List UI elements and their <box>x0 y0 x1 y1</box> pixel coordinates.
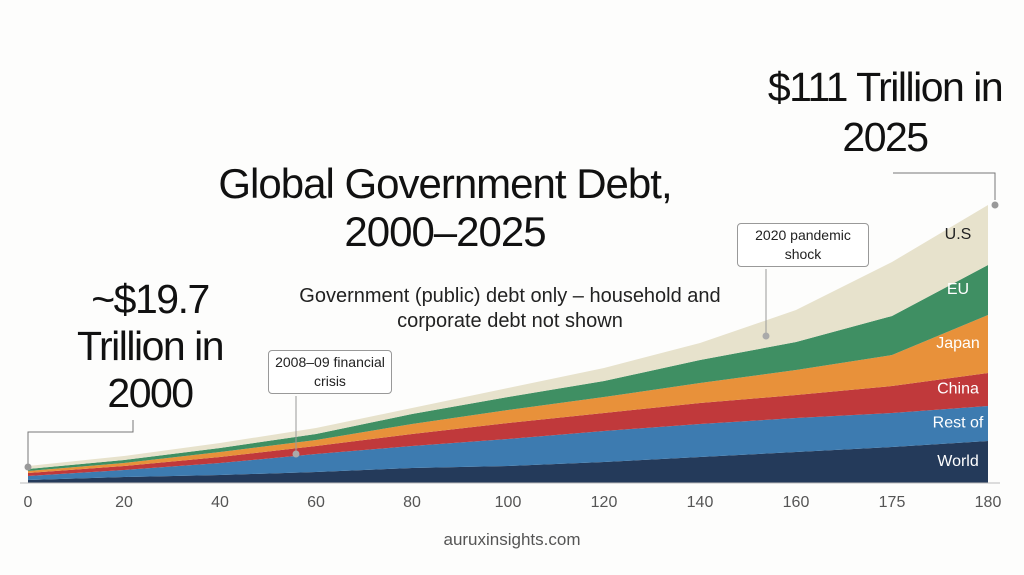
marker-dot <box>762 332 770 340</box>
area <box>28 406 988 480</box>
x-tick-label: 80 <box>403 494 421 511</box>
marker-dot <box>292 450 300 458</box>
x-tick-label: 120 <box>591 494 618 511</box>
chart-title: Global Government Debt, 2000–2025 <box>218 160 672 255</box>
source: auruxinsights.com <box>443 530 581 549</box>
leader <box>893 172 996 200</box>
marker-dot <box>991 201 999 209</box>
annotation-box: 2008–09 financial crisis <box>268 350 392 394</box>
area <box>28 315 988 473</box>
series-label: Japan <box>936 335 980 352</box>
x-tick-label: 40 <box>211 494 229 511</box>
leader <box>27 420 134 466</box>
x-tick-label: 0 <box>24 494 33 511</box>
x-tick-label: 140 <box>687 494 714 511</box>
annotation: $111 Trillion in 2025 <box>767 64 1004 160</box>
series-label: China <box>937 381 979 398</box>
x-tick-label: 20 <box>115 494 133 511</box>
area <box>28 441 988 483</box>
subtitle: Government (public) debt only – househol… <box>299 285 721 332</box>
annotation: ~$19.7 Trillion in 2000 <box>76 276 225 416</box>
x-tick-label: 60 <box>307 494 325 511</box>
x-tick-label: 160 <box>783 494 810 511</box>
series-label: EU <box>947 281 969 298</box>
series-label: U.S <box>945 226 972 243</box>
x-tick-label: 175 <box>879 494 906 511</box>
area <box>28 205 988 469</box>
series-label: Rest of <box>933 415 984 432</box>
annotation-box: 2020 pandemic shock <box>737 223 869 267</box>
area <box>28 265 988 471</box>
area <box>28 373 988 476</box>
series-label: World <box>937 453 979 470</box>
x-tick-label: 180 <box>975 494 1002 511</box>
x-tick-label: 100 <box>495 494 522 511</box>
marker-dot <box>24 463 32 471</box>
